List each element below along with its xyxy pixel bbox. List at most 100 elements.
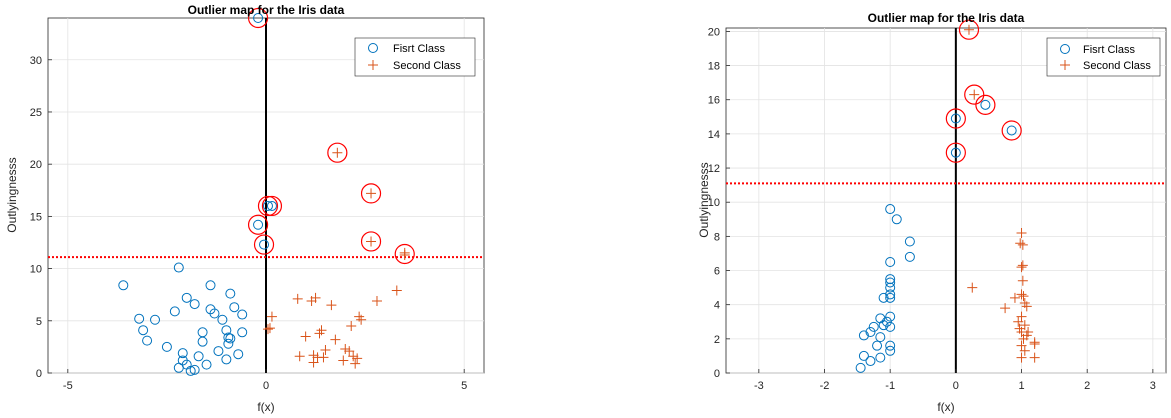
chart-left-point-second-class xyxy=(366,188,377,199)
chart-right-point-second-class xyxy=(1021,301,1032,312)
chart-left-legend: Fisrt Class Second Class xyxy=(354,37,476,77)
chart-left-point-first-class xyxy=(266,200,277,211)
chart-left-point-first-class xyxy=(213,346,224,357)
chart-right-ytick-label: 16 xyxy=(708,95,720,107)
chart-right-xlabel: f(x) xyxy=(937,400,954,414)
chart-right-point-first-class xyxy=(885,311,896,322)
chart-right-point-first-class xyxy=(855,362,866,373)
chart-left-point-second-class xyxy=(330,334,341,345)
chart-left-outlier-ring xyxy=(247,7,269,29)
chart-left-point-first-class xyxy=(193,351,204,362)
chart-right-marks xyxy=(726,19,1166,373)
chart-left-point-first-class xyxy=(259,239,270,250)
chart-left-point-second-class xyxy=(338,355,349,366)
chart-right-outlier-ring xyxy=(945,142,966,163)
chart-right-xtick-label: 2 xyxy=(1084,380,1090,392)
chart-right-legend-plus-marker xyxy=(1060,60,1070,70)
chart-left-point-first-class xyxy=(197,336,208,347)
chart-right-point-second-class xyxy=(967,282,978,293)
chart-left-point-first-class xyxy=(181,292,192,303)
chart-right-point-first-class xyxy=(950,113,961,124)
chart-right-xtick-label: -1 xyxy=(885,380,895,392)
chart-left-xtick-label: -5 xyxy=(63,380,73,392)
chart-left-outlier-ring xyxy=(360,231,382,252)
chart-right-outlier-ring xyxy=(975,94,996,115)
chart-right-point-first-class xyxy=(858,350,869,361)
chart-right-point-second-class xyxy=(963,24,974,35)
chart-left-point-first-class xyxy=(205,280,216,291)
chart-left-xtick-label: 5 xyxy=(461,380,467,392)
chart-right-ytick-label: 12 xyxy=(708,163,720,175)
chart-left-point-first-class xyxy=(201,359,212,370)
chart-left-point-first-class xyxy=(253,219,264,230)
chart-left-point-first-class xyxy=(262,200,273,211)
chart-left-point-first-class xyxy=(134,313,145,324)
chart-right-legend-label-first: Fisrt Class xyxy=(1083,44,1135,56)
chart-left-point-first-class xyxy=(221,354,232,365)
chart-left-point-first-class xyxy=(169,306,180,317)
chart-right-point-first-class xyxy=(885,204,896,215)
chart-left-ytick-label: 5 xyxy=(36,316,42,328)
chart-right-point-second-class xyxy=(1016,352,1027,363)
chart-left-point-second-class xyxy=(320,345,331,356)
chart-left-point-first-class xyxy=(221,325,232,336)
chart-left-outlier-ring xyxy=(253,234,275,255)
chart-right-point-first-class xyxy=(885,340,896,351)
chart-left: -5 0 5 0 5 10 15 20 25 30 Outlier map for the Iri… xyxy=(5,3,485,414)
chart-left-outlier-ring xyxy=(360,183,382,204)
chart-left-ytick-label: 30 xyxy=(30,55,42,67)
chart-right-plot-area xyxy=(725,27,1167,374)
chart-left-legend-circle-marker xyxy=(368,43,378,53)
chart-left-point-second-class xyxy=(352,353,363,364)
chart-right-point-first-class xyxy=(875,313,886,324)
chart-left-point-second-class xyxy=(326,300,337,311)
chart-left-point-first-class xyxy=(189,299,200,310)
chart-right-point-first-class xyxy=(875,332,886,343)
chart-right-ytick-label: 6 xyxy=(714,266,720,278)
chart-right-point-second-class xyxy=(1015,238,1026,249)
chart-left-point-first-class xyxy=(209,308,220,319)
chart-left-point-second-class xyxy=(350,358,361,369)
chart-right-ytick-label: 4 xyxy=(714,300,720,312)
chart-right-point-first-class xyxy=(885,256,896,267)
chart-left-legend-box xyxy=(354,37,476,77)
chart-left-xlabel: f(x) xyxy=(257,400,274,414)
chart-left-point-first-class xyxy=(217,314,228,325)
chart-left-point-second-class xyxy=(292,293,303,304)
chart-right-point-second-class xyxy=(1019,345,1030,356)
chart-right-outlier-ring xyxy=(945,108,966,129)
chart-right-ylabel: Outlyingnesss xyxy=(697,162,711,237)
chart-right-xtick-label: -3 xyxy=(754,380,764,392)
chart-left-ytick-label: 15 xyxy=(30,211,42,223)
chart-right-point-first-class xyxy=(891,214,902,225)
chart-right-point-second-class xyxy=(1016,311,1027,322)
chart-right-outlier-ring xyxy=(1001,120,1022,141)
chart-right-xtick-label: 3 xyxy=(1150,380,1156,392)
chart-left-point-first-class xyxy=(253,13,264,23)
chart-right-point-first-class xyxy=(868,321,879,332)
chart-right-ytick-label: 2 xyxy=(714,334,720,346)
chart-right-point-first-class xyxy=(904,236,915,247)
chart-left-point-second-class xyxy=(332,147,343,158)
chart-left-point-second-class xyxy=(262,324,273,335)
chart-left-point-second-class xyxy=(344,346,355,357)
chart-right-point-second-class xyxy=(1029,338,1040,349)
chart-right-point-second-class xyxy=(1017,275,1028,286)
chart-right-point-first-class xyxy=(878,320,889,331)
chart-left-outlier-ring xyxy=(257,195,279,217)
chart-left-ylabel: Outlyingnesss xyxy=(5,157,19,232)
chart-right-xtick-label: 1 xyxy=(1018,380,1024,392)
chart-right-ytick-label: 18 xyxy=(708,61,720,73)
chart-left-point-second-class xyxy=(308,357,319,368)
chart-right-point-first-class xyxy=(881,316,892,327)
chart-right-point-second-class xyxy=(1016,227,1027,238)
chart-right-point-first-class xyxy=(858,330,869,341)
chart-right-point-second-class xyxy=(1016,340,1027,351)
chart-right-ytick-label: 10 xyxy=(708,197,720,209)
chart-left-point-first-class xyxy=(225,333,236,344)
chart-left-point-second-class xyxy=(300,331,311,342)
chart-right-point-first-class xyxy=(950,147,961,158)
chart-left-point-first-class xyxy=(138,325,149,336)
